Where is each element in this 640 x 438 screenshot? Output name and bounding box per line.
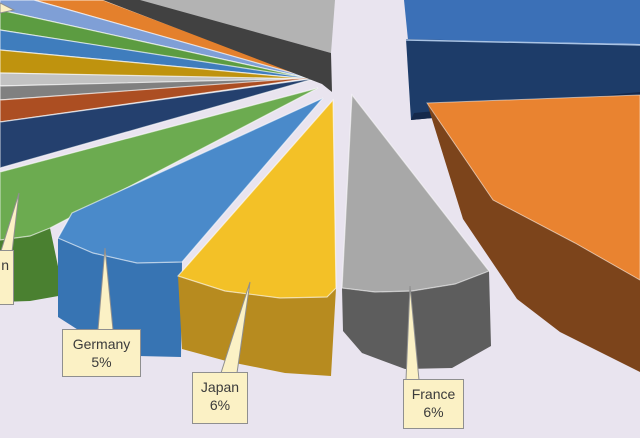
pie-slice-germany-top — [57, 97, 324, 264]
callout-pointers — [0, 2, 420, 381]
callout-japan-name: Japan — [200, 379, 240, 395]
pie-slice-fan-navy — [0, 77, 318, 169]
pie-slice-green-side — [0, 228, 64, 302]
big-blue-edge-highlight — [405, 39, 640, 46]
pie-slice-germany-side — [58, 238, 182, 357]
pie-slice-big-orange — [426, 94, 640, 372]
pie-slice-big-orange-side — [427, 103, 640, 372]
pie-slice-japan-top — [176, 98, 337, 299]
pie-slice-france-top — [341, 93, 490, 293]
callout-france: France 6% — [403, 379, 464, 429]
callout-france-name: France — [411, 386, 456, 402]
callout-germany-name: Germany — [72, 336, 131, 352]
pie-slice-france-side — [342, 271, 491, 369]
fan-slices — [0, 0, 323, 169]
callout-pointer-topleft — [0, 2, 16, 14]
pie-slice-big-orange-top — [426, 94, 640, 281]
pie-slice-big-blue-top — [404, 0, 640, 44]
pie-slice-germany — [57, 97, 324, 357]
pie-slice-gray-cut-face — [103, 0, 332, 92]
pie-slice-japan-side — [178, 276, 336, 376]
pie-slice-japan — [176, 98, 337, 376]
pie-slice-france — [341, 93, 491, 369]
callout-germany-pct: 5% — [91, 354, 112, 370]
callout-germany: Germany 5% — [62, 329, 141, 377]
callout-japan: Japan 6% — [192, 372, 248, 424]
callout-cutoff-left-edge: n — [0, 250, 14, 305]
callout-japan-pct: 6% — [209, 397, 231, 413]
callout-cutoff-fragment: n — [1, 257, 9, 273]
callout-france-pct: 6% — [423, 404, 444, 420]
